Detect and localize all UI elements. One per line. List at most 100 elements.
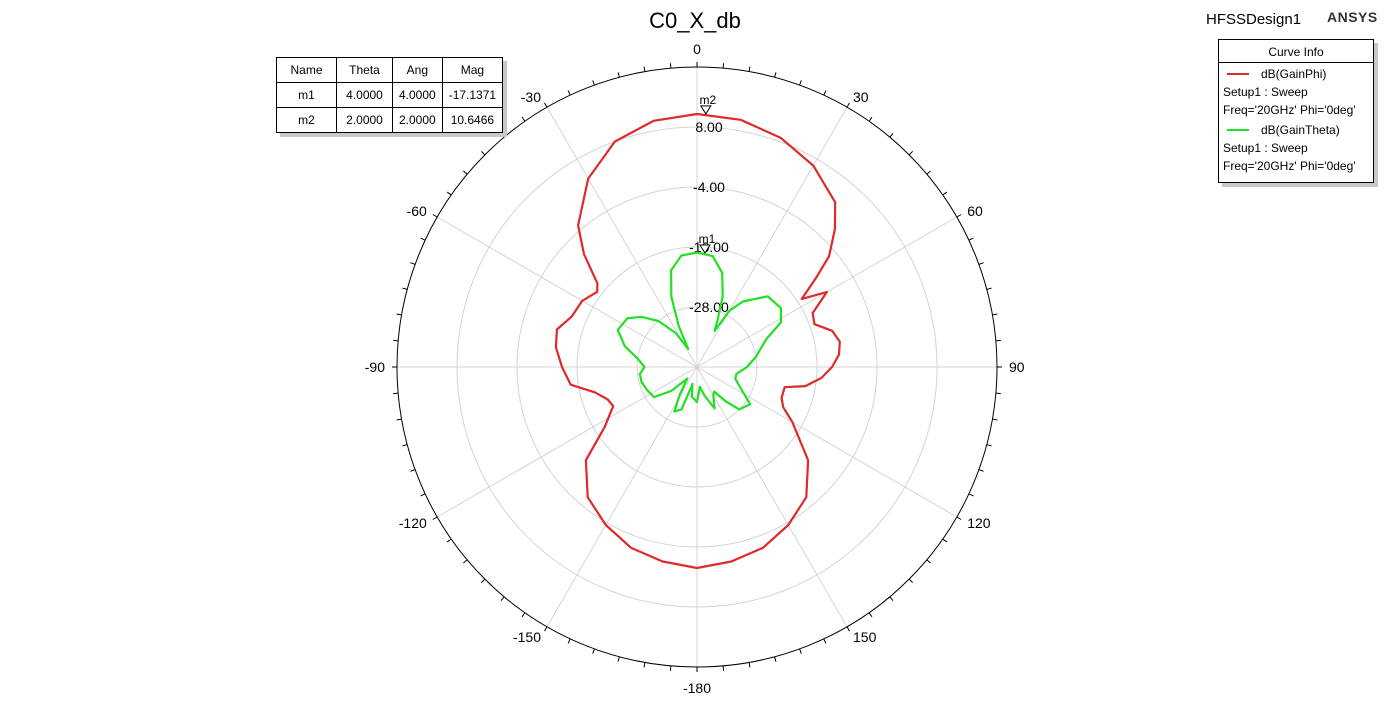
tick-mark [446, 191, 452, 196]
tick-mark [500, 596, 505, 601]
angle-label: -90 [365, 359, 385, 375]
tick-mark [396, 418, 402, 421]
tick-mark [774, 72, 777, 78]
cell: -17.1371 [441, 82, 504, 108]
col-ang-header: Ang [392, 57, 443, 83]
tick-mark [463, 559, 468, 564]
tick-mark [544, 626, 548, 632]
tick-mark [968, 493, 974, 497]
cell: 2.0000 [392, 107, 443, 133]
grid-spoke [436, 366, 698, 518]
grid-spoke [436, 216, 698, 368]
tick-mark [799, 648, 802, 654]
grid-spoke [546, 106, 698, 368]
cell: 4.0000 [392, 82, 443, 108]
grid-spoke [696, 366, 958, 518]
tick-mark [956, 516, 962, 520]
tick-mark [748, 66, 751, 72]
tick-mark [986, 444, 992, 447]
marker-label-m1: m1 [699, 232, 716, 246]
angle-label: -180 [683, 680, 711, 696]
tick-mark [992, 313, 998, 316]
tick-mark [992, 418, 998, 421]
tick-mark [889, 133, 894, 138]
cell: 2.0000 [336, 107, 393, 133]
tick-mark [521, 612, 526, 618]
legend-swatch-gaintheta [1227, 129, 1249, 131]
angle-label: 0 [693, 41, 701, 57]
tick-mark [420, 493, 426, 497]
angle-label: 120 [967, 515, 991, 531]
tick-mark [402, 287, 408, 290]
legend-setup: Setup1 : Sweep [1223, 141, 1308, 155]
tick-mark [889, 596, 894, 601]
table-row: m2 2.0000 2.0000 10.6466 [276, 107, 504, 133]
col-mag-header: Mag [441, 57, 504, 83]
tick-mark [420, 237, 426, 241]
marker-table: Name Theta Ang Mag m1 4.0000 4.0000 -17.… [276, 57, 504, 133]
tick-mark [748, 662, 751, 668]
tick-mark [592, 80, 595, 86]
tick-mark [521, 116, 526, 122]
tick-mark [410, 262, 416, 265]
radial-tick-labels: 8.00-4.00-16.00-28.00 [689, 119, 729, 315]
legend-swatch-gainphi [1227, 73, 1249, 75]
angle-label: 30 [853, 89, 869, 105]
tick-mark [402, 444, 408, 447]
grid-spoke [546, 366, 698, 628]
tick-mark [799, 80, 802, 86]
curve-gaintheta [616, 251, 783, 413]
tick-mark [500, 133, 505, 138]
marker-triangle-m2 [699, 105, 712, 115]
legend-entry-gainphi: dB(GainPhi) Setup1 : Sweep Freq='20GHz' … [1219, 63, 1373, 119]
brand-logo: ANSYS [1327, 9, 1378, 25]
markers: m1 m2 [699, 93, 716, 254]
design-name: HFSSDesign1 [1206, 11, 1302, 28]
tick-mark [774, 656, 777, 662]
tick-mark [942, 191, 948, 196]
cell: 4.0000 [336, 82, 393, 108]
marker-table-header: Name Theta Ang Mag [276, 57, 504, 83]
cell: m2 [276, 107, 337, 133]
chart-title: C0_X_db [649, 8, 741, 33]
cell: m1 [276, 82, 337, 108]
tick-mark [643, 662, 646, 668]
radial-tick-label: 8.00 [695, 119, 722, 135]
tick-mark [986, 287, 992, 290]
tick-mark [480, 578, 486, 584]
tick-mark [480, 150, 486, 156]
angle-ticks [392, 62, 1002, 672]
tick-mark [968, 237, 974, 241]
angle-labels: 0 30 60 90 120 150 -180 -150 -120 -90 -60 -30 [365, 41, 1025, 696]
tick-mark [446, 538, 452, 543]
cell: 10.6466 [441, 107, 504, 133]
tick-mark [617, 72, 620, 78]
tick-mark [432, 214, 438, 218]
tick-mark [592, 648, 595, 654]
tick-mark [544, 102, 548, 108]
legend-freq: Freq='20GHz' Phi='0deg' [1223, 159, 1356, 173]
grid-spoke [696, 106, 848, 368]
tick-mark [978, 469, 984, 472]
curve-gainphi [554, 112, 841, 570]
angle-label: -30 [521, 89, 541, 105]
legend-name: dB(GainTheta) [1261, 123, 1340, 137]
tick-mark [567, 638, 571, 644]
angle-label: -150 [513, 629, 541, 645]
angle-label: 60 [967, 203, 983, 219]
radial-tick-label: -28.00 [689, 299, 729, 315]
tick-mark [868, 116, 873, 122]
tick-mark [926, 170, 931, 175]
curves [554, 112, 841, 570]
polar-grid [396, 66, 998, 668]
tick-mark [908, 578, 914, 584]
tick-mark [868, 612, 873, 618]
tick-mark [908, 150, 914, 156]
legend-freq: Freq='20GHz' Phi='0deg' [1223, 103, 1356, 117]
legend-entry-gaintheta: dB(GainTheta) Setup1 : Sweep Freq='20GHz… [1219, 119, 1373, 175]
angle-label: 90 [1009, 359, 1025, 375]
angle-label: 150 [853, 629, 877, 645]
tick-mark [956, 214, 962, 218]
curve-info-legend: Curve Info dB(GainPhi) Setup1 : Sweep Fr… [1218, 39, 1374, 183]
